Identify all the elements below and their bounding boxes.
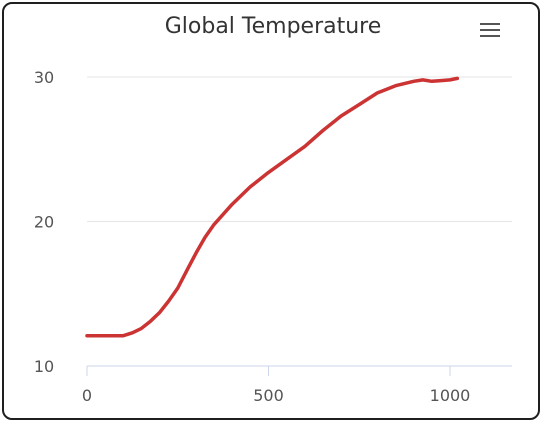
hamburger-menu-icon[interactable]: [474, 18, 504, 42]
chart-card: [2, 2, 540, 420]
y-tick-label: 20: [34, 213, 54, 232]
y-tick-label: 30: [34, 68, 54, 87]
series-line: [85, 76, 460, 338]
chart-title: Global Temperature: [164, 14, 382, 39]
x-tick-label: 0: [82, 386, 92, 405]
x-tick-label: 500: [253, 386, 284, 405]
x-tick-label: 1000: [430, 386, 471, 405]
y-tick-label: 10: [34, 357, 54, 376]
